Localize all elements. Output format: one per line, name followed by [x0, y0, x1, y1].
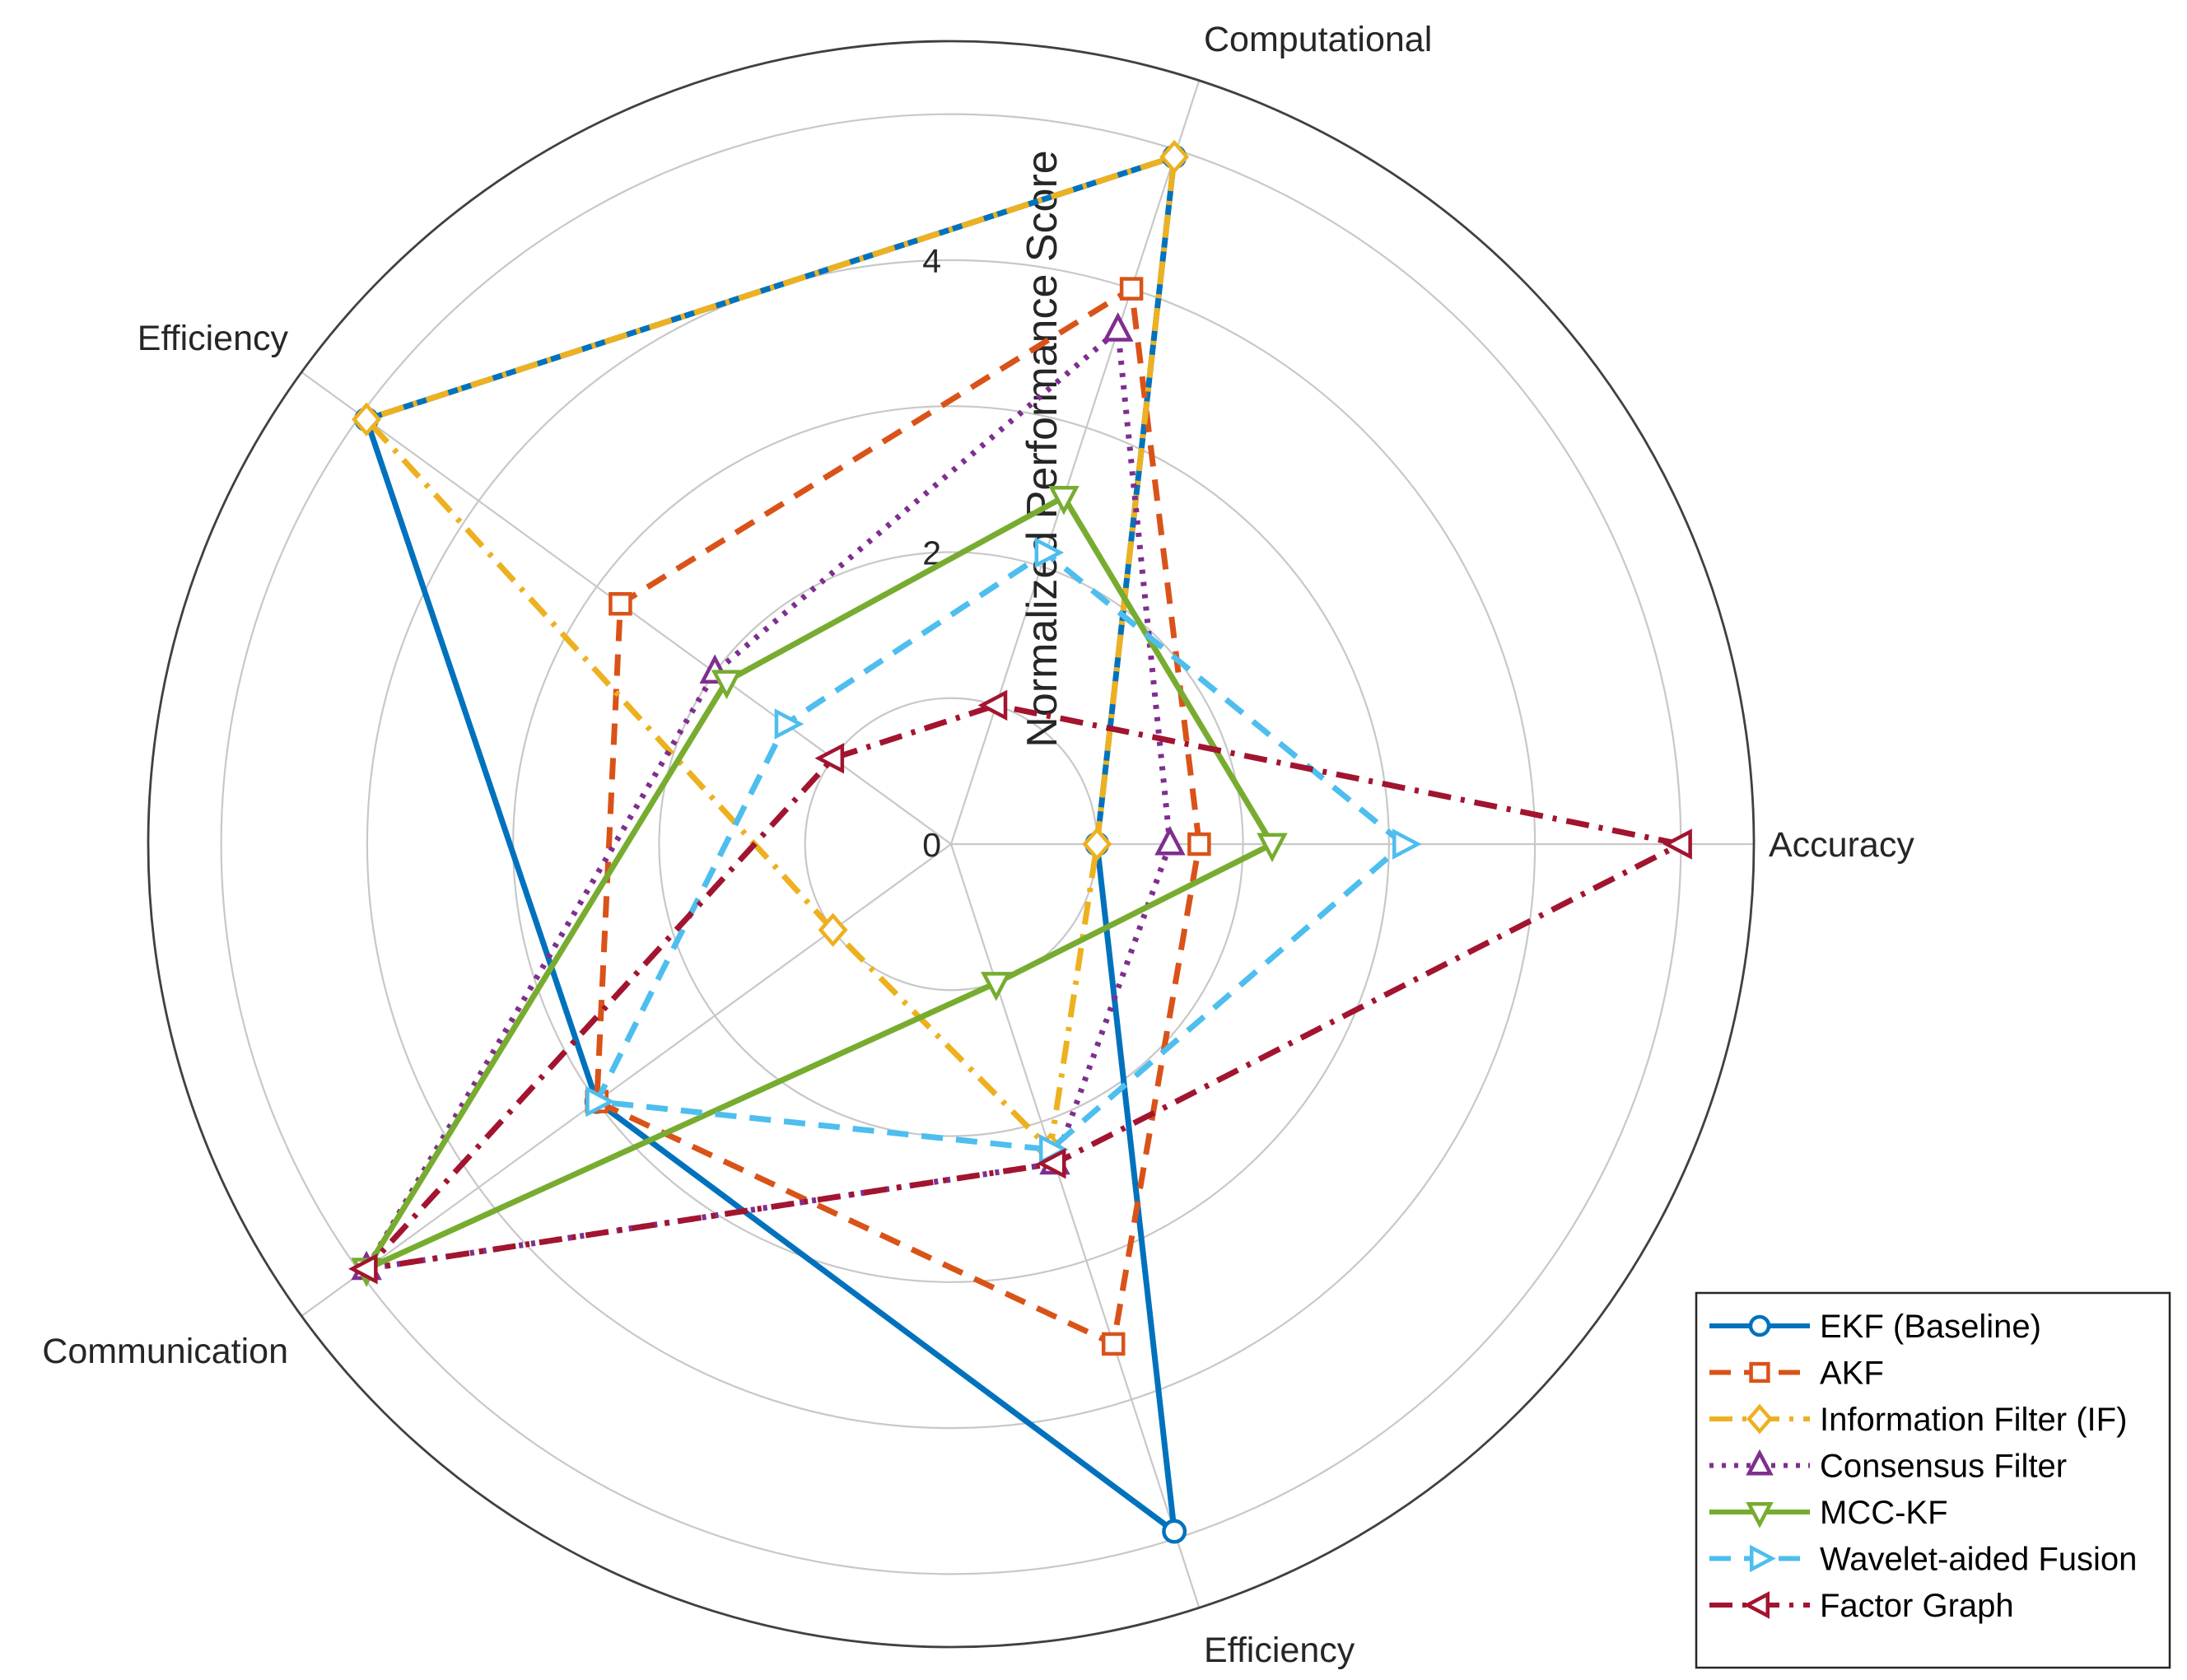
marker-triangle-right: [1392, 828, 1422, 860]
marker-square: [1749, 1361, 1770, 1384]
legend-item[interactable]: Wavelet-aided Fusion: [1709, 1542, 2137, 1578]
series-5: [585, 537, 1422, 1165]
series-line: [594, 549, 1406, 1153]
marker-triangle-right: [585, 1085, 615, 1118]
marker-triangle-left: [1036, 1148, 1066, 1179]
marker-diamond: [1082, 827, 1112, 861]
marker-triangle-up: [1102, 312, 1134, 342]
radial-tick-2: 2: [922, 534, 941, 572]
marker-diamond: [1159, 139, 1190, 175]
grid-spoke: [301, 843, 952, 1317]
series-line: [363, 494, 1275, 1272]
marker-triangle-down: [981, 972, 1012, 1001]
marker-triangle-right: [774, 708, 804, 740]
radial-tick-0: 0: [922, 826, 941, 864]
radial-tick-labels: 0 2 4: [922, 242, 941, 864]
legend-item[interactable]: MCC-KF: [1709, 1495, 1948, 1531]
marker-triangle-right: [1034, 537, 1065, 568]
legend-label: Factor Graph: [1820, 1588, 2014, 1624]
legend-item[interactable]: AKF: [1709, 1356, 1884, 1392]
axis-label-1: Computational: [1204, 20, 1432, 59]
marker-triangle-left: [348, 1253, 378, 1285]
polar-grid: [147, 40, 1756, 1649]
radial-tick-4: 4: [922, 242, 941, 280]
legend-label: MCC-KF: [1820, 1495, 1948, 1531]
series-6: [348, 689, 1692, 1285]
marker-triangle-down: [1048, 486, 1080, 516]
marker-triangle-left: [1662, 828, 1692, 860]
legend-label: Information Filter (IF): [1820, 1402, 2127, 1438]
legend-label: Wavelet-aided Fusion: [1820, 1542, 2137, 1578]
grid-spoke: [949, 843, 1201, 1608]
marker-triangle-down: [711, 670, 743, 700]
grid-spoke: [949, 80, 1201, 845]
marker-square: [1101, 1332, 1126, 1356]
marker-diamond: [1746, 1403, 1773, 1435]
outer-ring: [147, 40, 1756, 1649]
axis-label-3: Communication: [42, 1332, 288, 1371]
marker-square: [609, 591, 632, 616]
marker-triangle-up: [1746, 1449, 1774, 1476]
legend[interactable]: EKF (Baseline) AKF Information Filter (IF)…: [1695, 1291, 2171, 1669]
data-series: [348, 139, 1692, 1544]
marker-triangle-left: [814, 743, 845, 774]
series-1: [585, 277, 1211, 1356]
legend-label: Consensus Filter: [1820, 1449, 2067, 1485]
legend-label: AKF: [1820, 1356, 1884, 1392]
legend-label: EKF (Baseline): [1820, 1309, 2041, 1345]
legend-item[interactable]: Consensus Filter: [1709, 1449, 2067, 1485]
marker-triangle-right: [1750, 1544, 1776, 1573]
marker-square: [1119, 277, 1144, 301]
legend-item[interactable]: Factor Graph: [1709, 1588, 2014, 1624]
series-line: [363, 153, 1177, 1153]
series-line: [363, 702, 1684, 1272]
series-line: [594, 286, 1202, 1347]
marker-circle: [1162, 1519, 1187, 1544]
marker-triangle-down: [1746, 1502, 1774, 1528]
axis-label-0: Accuracy: [1769, 825, 1914, 865]
legend-item[interactable]: Information Filter (IF): [1709, 1402, 2127, 1438]
axis-label-2: Efficiency: [138, 319, 289, 358]
axis-labels: Accuracy Computational Efficiency Communica…: [42, 20, 1914, 1670]
legend-item[interactable]: EKF (Baseline): [1709, 1309, 2041, 1345]
marker-triangle-left: [977, 689, 1008, 721]
marker-circle: [1748, 1314, 1771, 1337]
radial-axis-title: Normalized Performance Score: [1019, 150, 1066, 747]
marker-triangle-up: [1154, 825, 1186, 856]
axis-label-4: Efficiency: [1204, 1631, 1355, 1670]
marker-square: [1187, 832, 1211, 856]
marker-triangle-down: [1257, 833, 1288, 863]
marker-diamond: [352, 402, 382, 436]
marker-triangle-left: [1743, 1591, 1770, 1619]
marker-diamond: [818, 912, 848, 947]
